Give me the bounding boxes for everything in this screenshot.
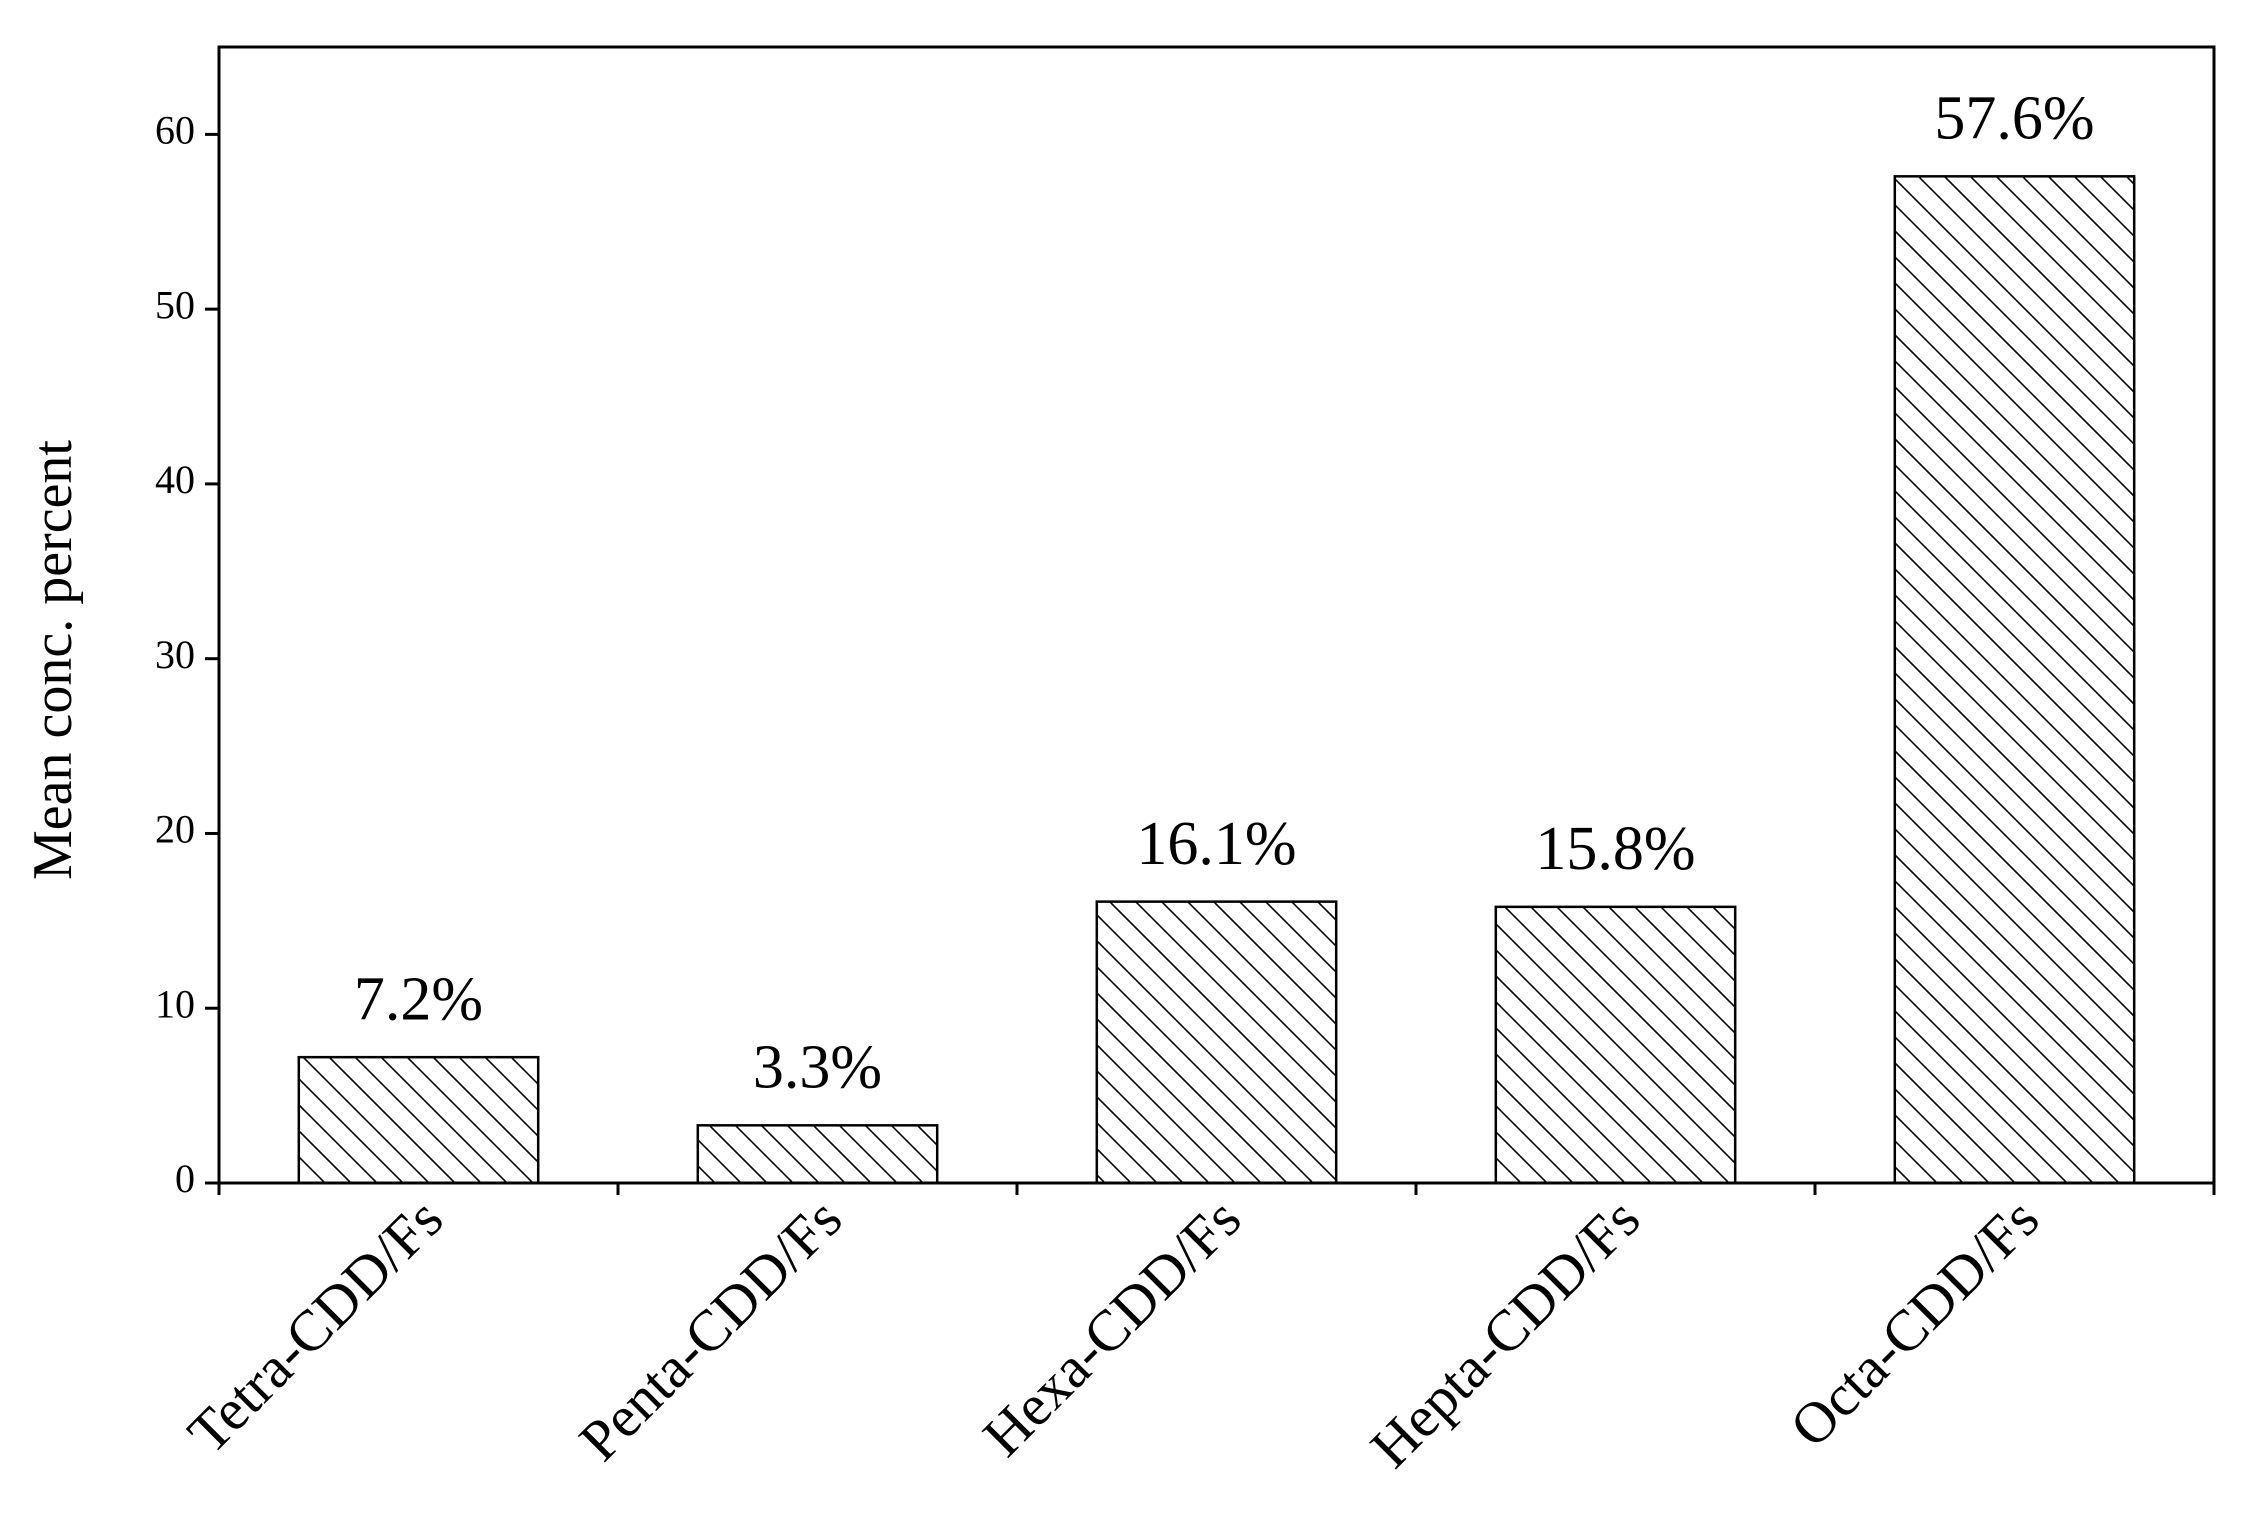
y-tick-label: 60: [155, 108, 195, 153]
value-label: 3.3%: [753, 1034, 882, 1102]
bar: [696, 1124, 939, 1185]
y-tick-label: 20: [155, 807, 195, 852]
value-label: 15.8%: [1535, 815, 1695, 883]
y-tick-label: 0: [175, 1156, 195, 1201]
bar: [1494, 905, 1737, 1185]
bar: [1095, 900, 1338, 1185]
x-tick-label: Tetra-CDD/Fs: [175, 1186, 455, 1466]
x-tick-label: Hexa-CDD/Fs: [970, 1186, 1253, 1469]
value-label: 16.1%: [1136, 810, 1296, 878]
y-tick-label: 10: [155, 981, 195, 1026]
bar: [297, 1055, 540, 1185]
bar: [1893, 175, 2136, 1185]
x-tick-label: Octa-CDD/Fs: [1777, 1186, 2051, 1460]
x-tick-label: Hepta-CDD/Fs: [1358, 1186, 1652, 1480]
y-tick-label: 30: [155, 632, 195, 677]
y-tick-label: 50: [155, 282, 195, 327]
value-label: 7.2%: [354, 965, 483, 1033]
value-label: 57.6%: [1934, 85, 2094, 153]
y-axis-title: Mean conc. percent: [22, 440, 84, 880]
y-tick-label: 40: [155, 457, 195, 502]
x-tick-label: Penta-CDD/Fs: [567, 1186, 854, 1473]
